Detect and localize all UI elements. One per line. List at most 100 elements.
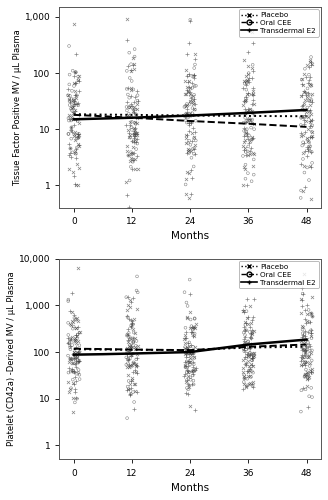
Point xyxy=(132,314,137,322)
Point xyxy=(182,338,187,346)
Point xyxy=(191,134,196,141)
Point xyxy=(190,332,195,340)
Point xyxy=(189,324,194,332)
Point xyxy=(245,357,250,365)
Point xyxy=(244,180,250,188)
Point xyxy=(308,142,313,150)
Point xyxy=(300,80,305,88)
Point xyxy=(72,97,77,105)
Point xyxy=(192,55,197,63)
Point xyxy=(189,350,195,358)
Point xyxy=(184,110,190,118)
Point xyxy=(131,138,136,146)
Point xyxy=(249,330,254,338)
Point xyxy=(192,112,197,120)
Point xyxy=(73,99,78,107)
Point xyxy=(248,105,253,113)
Point xyxy=(243,110,248,118)
Point xyxy=(126,301,131,309)
Point xyxy=(75,350,80,358)
Point xyxy=(74,50,79,58)
Point xyxy=(131,86,136,94)
Point xyxy=(183,344,188,352)
Point xyxy=(248,373,254,381)
Point xyxy=(241,374,246,382)
Point xyxy=(185,362,191,370)
Point xyxy=(249,360,254,368)
Point xyxy=(130,102,135,110)
Point xyxy=(128,118,133,126)
Point xyxy=(67,336,72,344)
Point xyxy=(243,97,248,105)
Point xyxy=(243,110,248,118)
Point xyxy=(243,150,249,158)
Point xyxy=(299,322,304,330)
Point xyxy=(190,366,195,374)
Point xyxy=(189,137,194,145)
Point xyxy=(307,142,312,150)
Point xyxy=(302,348,307,356)
Point xyxy=(133,334,138,342)
Point xyxy=(131,65,136,73)
Point xyxy=(307,97,312,105)
Point xyxy=(192,354,197,362)
Point xyxy=(302,183,307,191)
Point xyxy=(250,28,255,36)
Point xyxy=(305,354,310,362)
Point xyxy=(74,132,79,140)
Point xyxy=(129,342,134,349)
Point xyxy=(76,130,81,138)
Point xyxy=(190,104,195,112)
Point xyxy=(241,346,246,354)
Point xyxy=(307,366,312,374)
Point xyxy=(74,335,79,343)
Point xyxy=(184,168,190,176)
Point xyxy=(247,333,253,341)
Point xyxy=(186,372,191,380)
Point xyxy=(247,372,253,380)
Point xyxy=(65,92,71,100)
Point xyxy=(243,340,249,348)
Point xyxy=(134,88,139,96)
Point xyxy=(125,356,130,364)
Point xyxy=(68,152,73,160)
Point xyxy=(244,118,249,126)
Point xyxy=(72,348,77,356)
Point xyxy=(191,343,196,351)
Point xyxy=(309,334,314,342)
Point xyxy=(76,142,82,150)
Point xyxy=(308,80,313,88)
Point xyxy=(300,155,306,163)
Point xyxy=(301,120,307,128)
Point xyxy=(246,142,251,150)
Point xyxy=(182,103,187,111)
Point xyxy=(302,348,308,356)
Point xyxy=(243,127,248,135)
Point xyxy=(132,92,137,100)
Point xyxy=(69,114,74,122)
Point xyxy=(126,333,131,341)
Point xyxy=(72,100,77,108)
Point xyxy=(250,354,255,362)
Point xyxy=(251,378,256,386)
Point xyxy=(247,344,253,352)
Point xyxy=(242,97,247,105)
Point xyxy=(185,302,190,310)
Point xyxy=(302,88,307,96)
Point xyxy=(302,358,307,366)
Point xyxy=(302,128,308,136)
Point xyxy=(305,60,310,68)
Point xyxy=(132,366,137,374)
Point xyxy=(307,318,312,326)
Point xyxy=(182,358,187,366)
Point xyxy=(298,296,304,304)
Point xyxy=(242,105,248,113)
Point xyxy=(299,346,304,354)
Point xyxy=(248,150,253,158)
Point xyxy=(246,48,251,56)
Point xyxy=(133,138,138,146)
Point xyxy=(183,389,189,397)
Point xyxy=(298,194,303,202)
Point xyxy=(132,118,137,126)
Point xyxy=(133,136,138,144)
